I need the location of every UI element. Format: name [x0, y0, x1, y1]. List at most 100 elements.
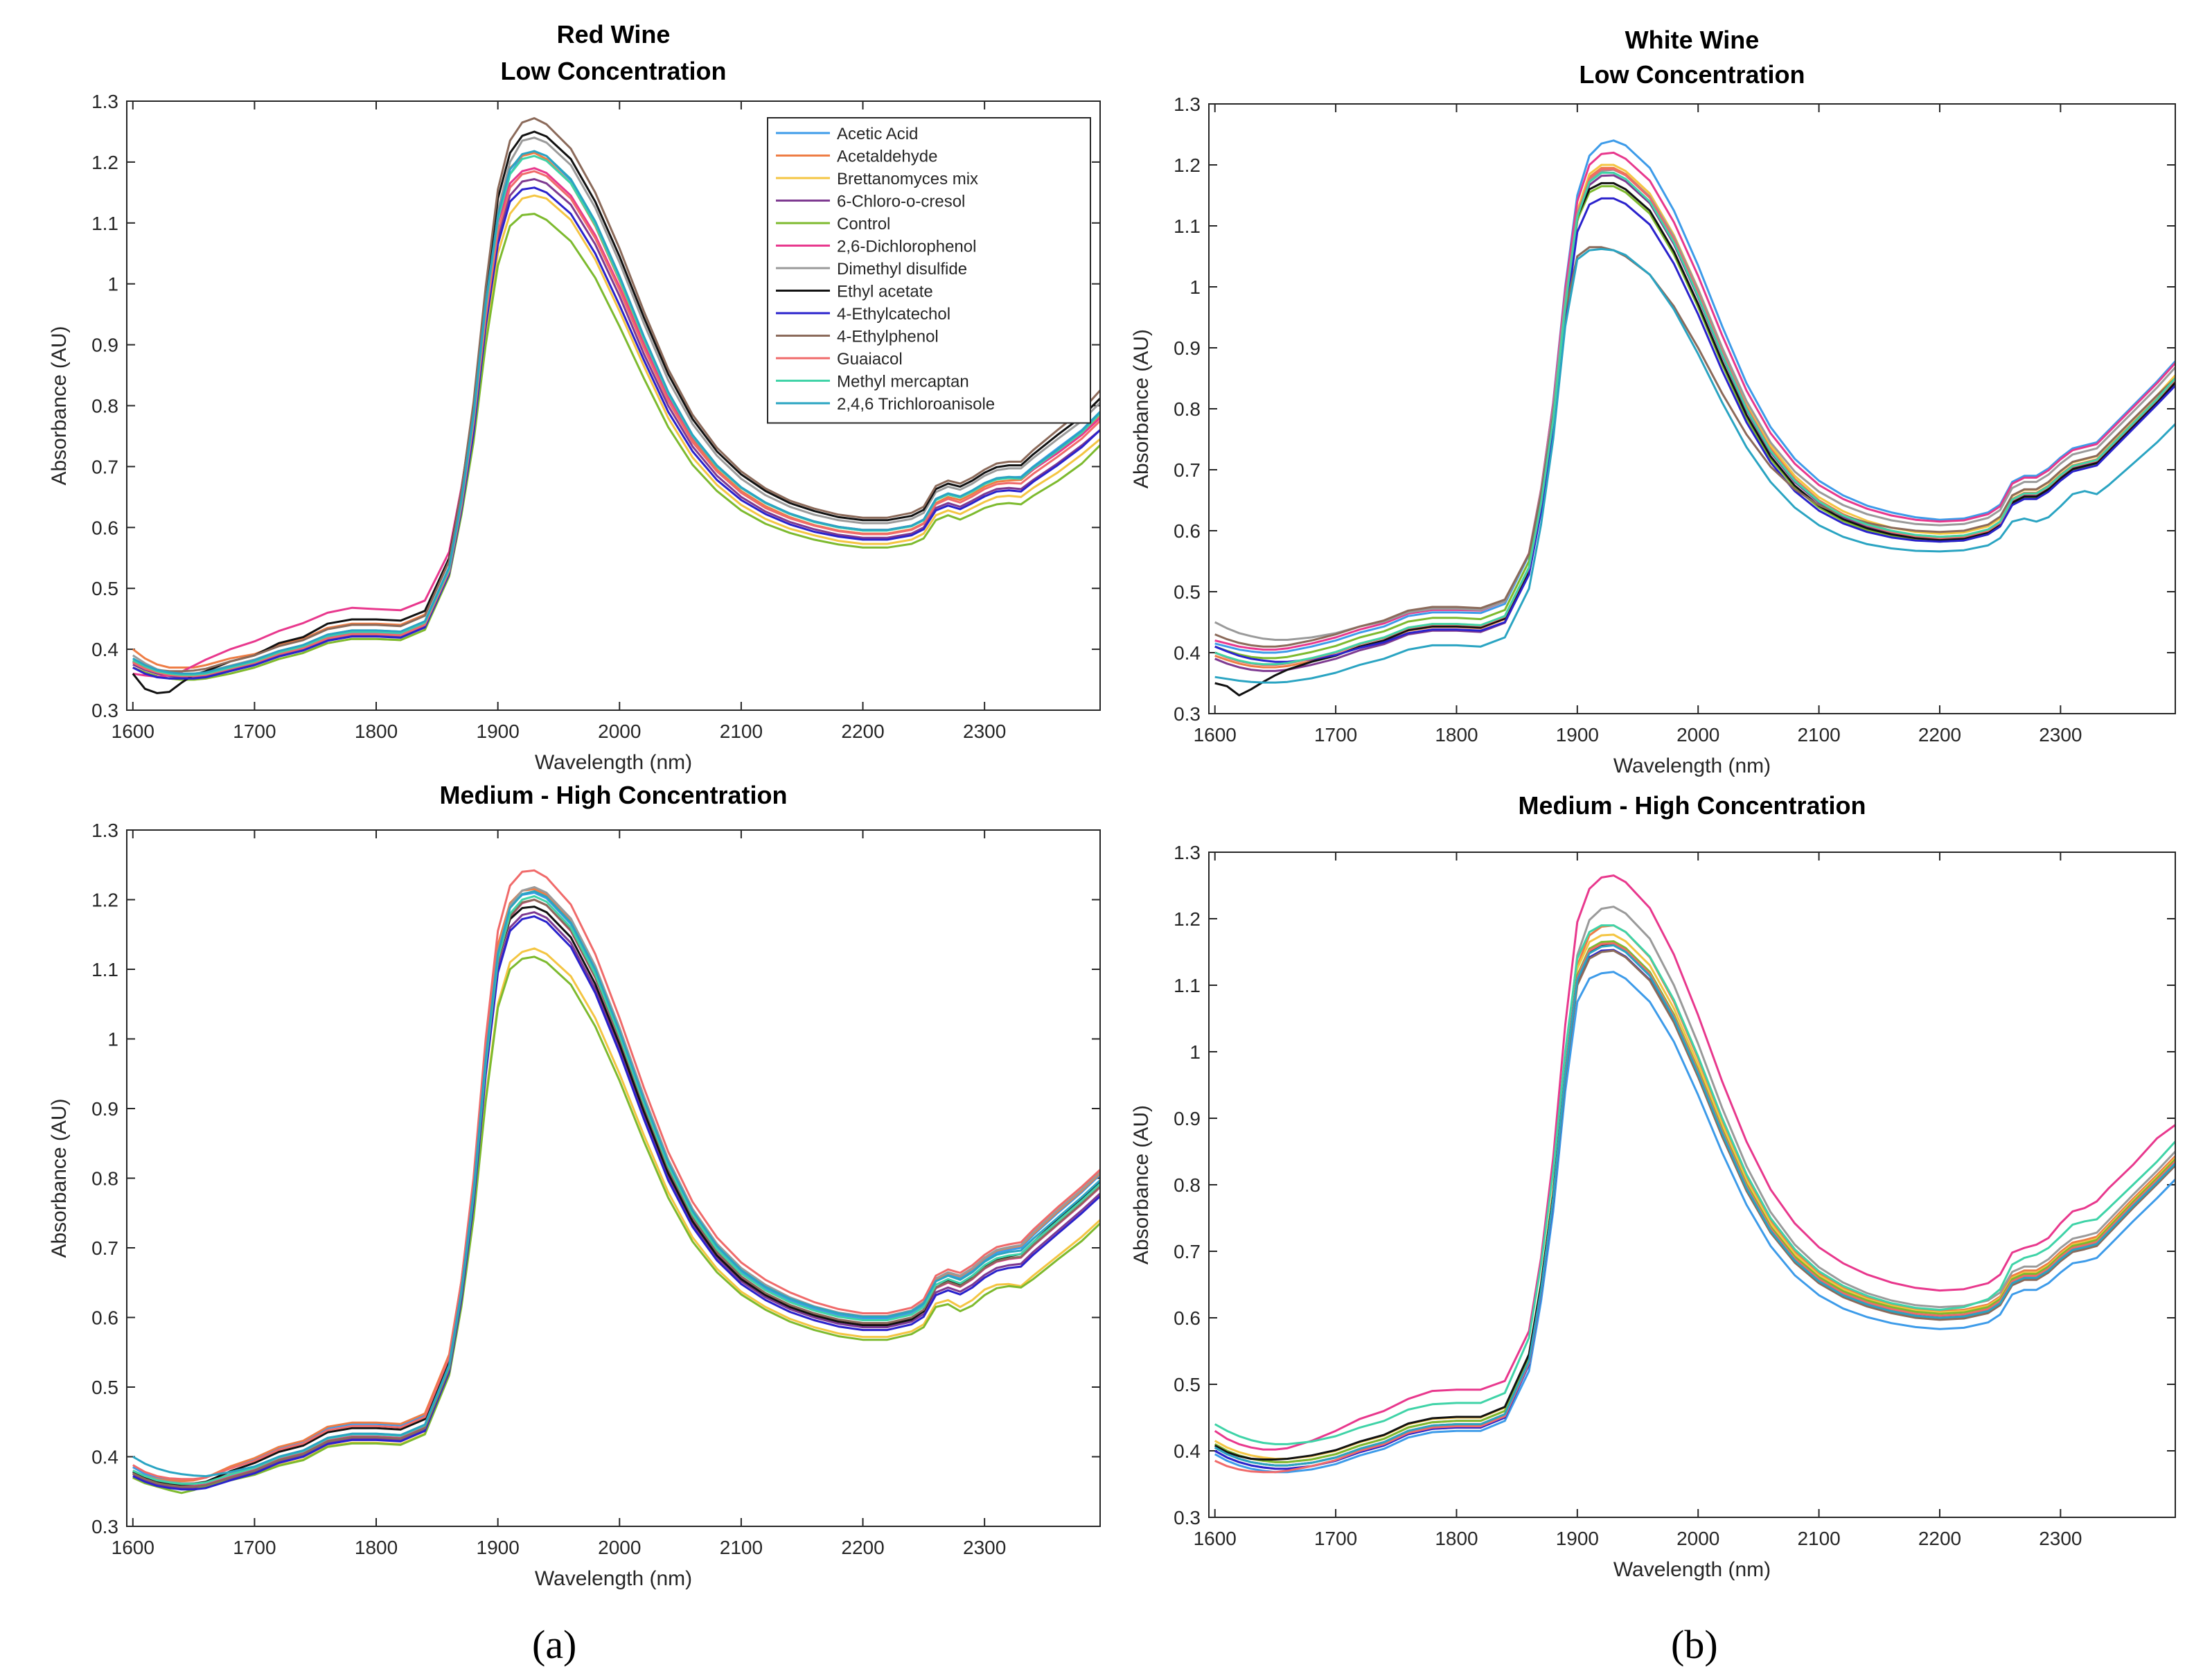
legend-label-4-ethylphenol: 4-Ethylphenol — [837, 328, 939, 346]
x-tick-label: 2300 — [2039, 1528, 2082, 1549]
y-axis-label: Absorbance (AU) — [1130, 329, 1153, 488]
chart-subtitle: Medium - High Concentration — [440, 781, 788, 809]
y-tick-label: 0.3 — [1174, 1507, 1201, 1528]
y-tick-label: 0.8 — [91, 1168, 118, 1190]
plot-frame — [1208, 103, 2176, 714]
x-tick-label: 1800 — [355, 721, 398, 742]
y-tick-label: 0.3 — [91, 700, 118, 721]
series-line-4-ethylphenol — [132, 899, 1100, 1488]
y-tick-label: 0.5 — [91, 1377, 118, 1398]
series-line-acetic-acid — [1214, 139, 2175, 654]
x-tick-label: 1800 — [1435, 724, 1478, 746]
series-line-4-ethylphenol — [1214, 246, 2175, 648]
x-tick-label: 2100 — [1797, 1528, 1840, 1549]
y-tick-label: 1.3 — [91, 820, 118, 841]
x-tick-label: 1900 — [477, 721, 520, 742]
y-tick-label: 0.5 — [91, 578, 118, 599]
x-tick-label: 1600 — [1194, 1528, 1237, 1549]
legend-label-6-chloro-o-cresol: 6-Chloro-o-cresol — [837, 193, 965, 211]
legend-label-dimethyl-disulfide: Dimethyl disulfide — [837, 260, 967, 279]
legend-label-2-6-dichlorophenol: 2,6-Dichlorophenol — [837, 238, 976, 256]
legend-label-ethyl-acetate: Ethyl acetate — [837, 283, 933, 301]
chart-title: White Wine — [1625, 26, 1760, 54]
chart-subtitle: Low Concentration — [501, 57, 727, 85]
y-tick-label: 1.2 — [91, 152, 118, 173]
plot-frame — [126, 100, 1101, 711]
y-tick-label: 0.3 — [1174, 703, 1201, 725]
caption-b: (b) — [1671, 1622, 1718, 1667]
plot-area — [1209, 104, 2175, 714]
series-line-2-4-6-trichloroanisole — [1214, 247, 2175, 684]
series-lines — [1214, 874, 2175, 1474]
y-tick-label: 1 — [1189, 1041, 1201, 1063]
x-tick-label: 2200 — [1918, 724, 1961, 746]
x-axis-label: Wavelength (nm) — [1613, 1558, 1771, 1581]
series-line-6-chloro-o-cresol — [132, 178, 1100, 678]
x-tick-label: 2100 — [720, 1537, 763, 1558]
y-tick-label: 0.9 — [91, 1098, 118, 1120]
y-tick-label: 0.5 — [1174, 1374, 1201, 1395]
y-tick-label: 0.6 — [91, 1307, 118, 1329]
x-tick-label: 2200 — [1918, 1528, 1961, 1549]
series-line-6-chloro-o-cresol — [132, 911, 1100, 1490]
axis-ticks: 1600 1700 1800 1900 2000 2100 2200 2300 0.3 0.4 0.… — [91, 820, 1100, 1558]
series-line-methyl-mercaptan — [1214, 171, 2175, 666]
legend-label-2-4-6-trichloroanisole: 2,4,6 Trichloroanisole — [837, 395, 995, 414]
series-line-control — [132, 213, 1100, 681]
chart-subtitle: Medium - High Concentration — [1519, 791, 1866, 820]
series-line-2-6-dichlorophenol — [1214, 874, 2175, 1451]
y-tick-label: 0.6 — [91, 517, 118, 538]
x-tick-label: 1600 — [112, 1537, 154, 1558]
x-axis-label: Wavelength (nm) — [535, 751, 692, 774]
y-tick-label: 1.1 — [91, 959, 118, 980]
y-tick-label: 0.9 — [91, 335, 118, 356]
x-tick-label: 2100 — [720, 721, 763, 742]
y-tick-label: 1.1 — [1174, 215, 1201, 237]
series-line-4-ethylcatechol — [132, 186, 1100, 680]
y-tick-label: 0.6 — [1174, 520, 1201, 542]
series-line-guaiacol — [132, 869, 1100, 1481]
series-lines — [132, 117, 1100, 694]
y-tick-label: 0.7 — [91, 1237, 118, 1259]
legend-label-brettanomyces-mix: Brettanomyces mix — [837, 170, 978, 188]
y-tick-label: 1.2 — [1174, 908, 1201, 930]
y-axis-label: Absorbance (AU) — [48, 326, 71, 485]
legend-label-4-ethylcatechol: 4-Ethylcatechol — [837, 305, 950, 324]
legend-label-methyl-mercaptan: Methyl mercaptan — [837, 373, 969, 391]
legend: Acetic Acid Acetaldehyde Brettanomyces mix… — [767, 117, 1091, 424]
plot-frame — [126, 829, 1101, 1527]
x-tick-label: 1800 — [355, 1537, 398, 1558]
plot-area — [127, 830, 1100, 1526]
plot-frame — [1208, 852, 2176, 1518]
x-tick-label: 2100 — [1797, 724, 1840, 746]
x-tick-label: 1700 — [1314, 724, 1357, 746]
x-tick-label: 1900 — [477, 1537, 520, 1558]
x-tick-label: 1800 — [1435, 1528, 1478, 1549]
axis-ticks: 1600 1700 1800 1900 2000 2100 2200 2300 0.3 0.4 0.… — [91, 91, 1100, 742]
x-tick-label: 1700 — [233, 721, 276, 742]
y-tick-label: 1.3 — [91, 91, 118, 112]
legend-label-control: Control — [837, 215, 890, 233]
x-tick-label: 1900 — [1556, 1528, 1599, 1549]
y-tick-label: 1.3 — [1174, 94, 1201, 115]
x-tick-label: 2200 — [841, 721, 884, 742]
y-tick-label: 0.7 — [1174, 459, 1201, 481]
series-line-control — [132, 955, 1100, 1494]
y-tick-label: 0.9 — [1174, 337, 1201, 359]
x-tick-label: 2000 — [598, 1537, 641, 1558]
series-line-2-4-6-trichloroanisole — [132, 150, 1100, 675]
series-lines — [1214, 139, 2175, 697]
y-tick-label: 0.8 — [1174, 1174, 1201, 1196]
caption-a: (a) — [532, 1622, 577, 1667]
y-tick-label: 1.1 — [91, 213, 118, 234]
y-tick-label: 1.3 — [1174, 842, 1201, 863]
y-tick-label: 1 — [107, 274, 118, 295]
series-lines — [132, 869, 1100, 1494]
y-tick-label: 0.8 — [91, 396, 118, 417]
series-line-4-ethylcatechol — [132, 915, 1100, 1491]
y-axis-label: Absorbance (AU) — [1130, 1105, 1153, 1264]
